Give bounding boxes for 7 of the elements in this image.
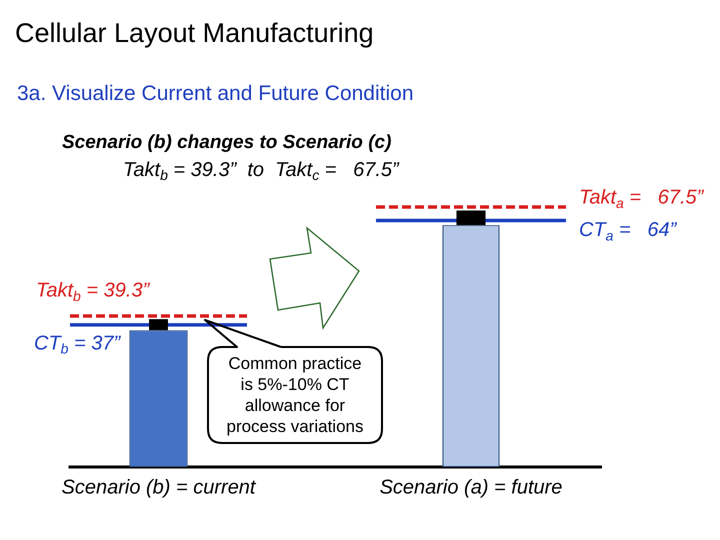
text: Takt$_{b}$ = 39.3” to Takt$_{c}$ = 67.5” — [123, 159, 399, 184]
chart-subtitle: 3a. Visualize Current and Future Condition — [17, 82, 414, 106]
text: Scenario (b) changes to Scenario (c) — [62, 132, 392, 154]
x-tick-label: Scenario (b) = current — [62, 476, 257, 499]
x-tick-label: Scenario (a) = future — [380, 476, 562, 499]
chart-title: Cellular Layout Manufacturing — [15, 18, 374, 50]
annotation: Common practice is 5%-10% CT allowance for process variations — [225, 353, 364, 437]
